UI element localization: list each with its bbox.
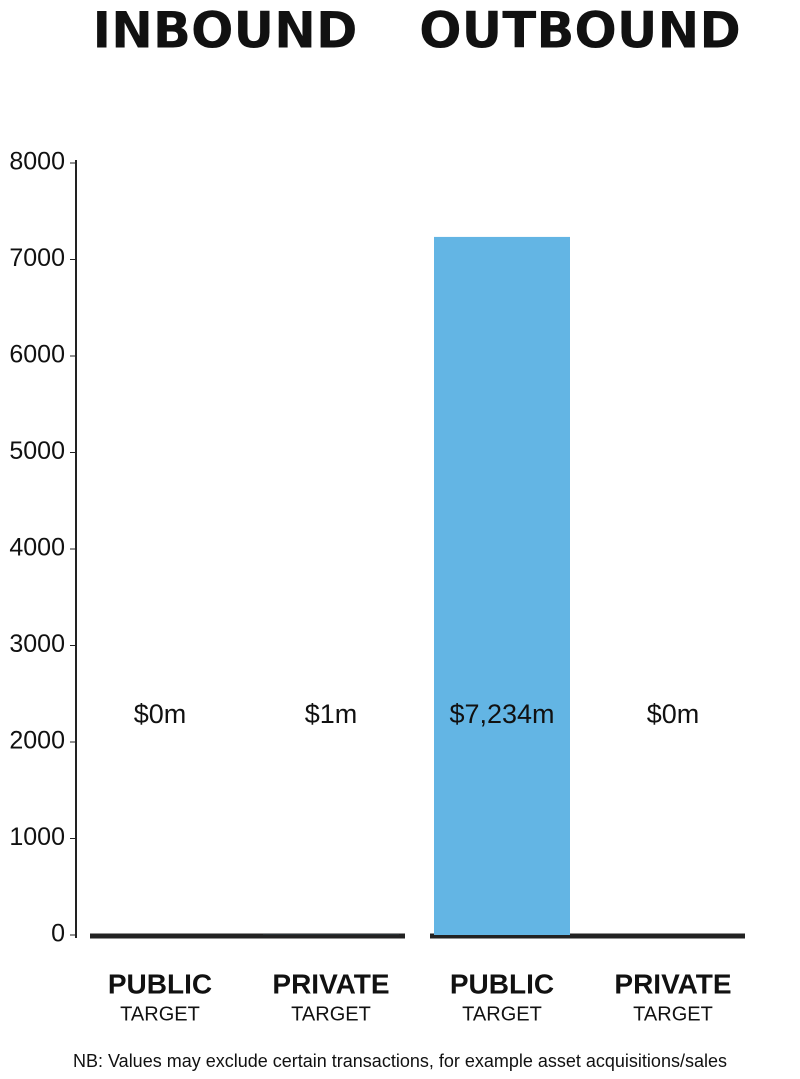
y-tick-label: 1000 — [9, 823, 65, 851]
value-label: $1m — [305, 699, 358, 729]
x-tick-sublabel: TARGET — [291, 1003, 371, 1025]
x-tick-label: PRIVATE — [272, 968, 389, 999]
y-tick-label: 7000 — [9, 244, 65, 272]
group-title: INBOUND — [92, 2, 357, 60]
y-tick-label: 6000 — [9, 341, 65, 369]
y-tick-label: 2000 — [9, 727, 65, 755]
x-tick-label: PRIVATE — [614, 968, 731, 999]
x-tick-sublabel: TARGET — [462, 1003, 542, 1025]
y-tick-label: 4000 — [9, 534, 65, 562]
value-label: $0m — [134, 699, 187, 729]
x-tick-label: PUBLIC — [450, 968, 554, 999]
y-tick-label: 8000 — [9, 148, 65, 176]
y-tick-label: 5000 — [9, 437, 65, 465]
value-label: $7,234m — [449, 699, 554, 729]
x-tick-label: PUBLIC — [108, 968, 212, 999]
value-label: $0m — [647, 699, 700, 729]
y-tick-label: 0 — [51, 920, 65, 948]
footnote: NB: Values may exclude certain transacti… — [73, 1051, 727, 1071]
bar — [434, 236, 570, 935]
x-tick-sublabel: TARGET — [120, 1003, 200, 1025]
group-title: OUTBOUND — [419, 2, 741, 60]
y-tick-label: 3000 — [9, 630, 65, 658]
x-tick-sublabel: TARGET — [633, 1003, 713, 1025]
